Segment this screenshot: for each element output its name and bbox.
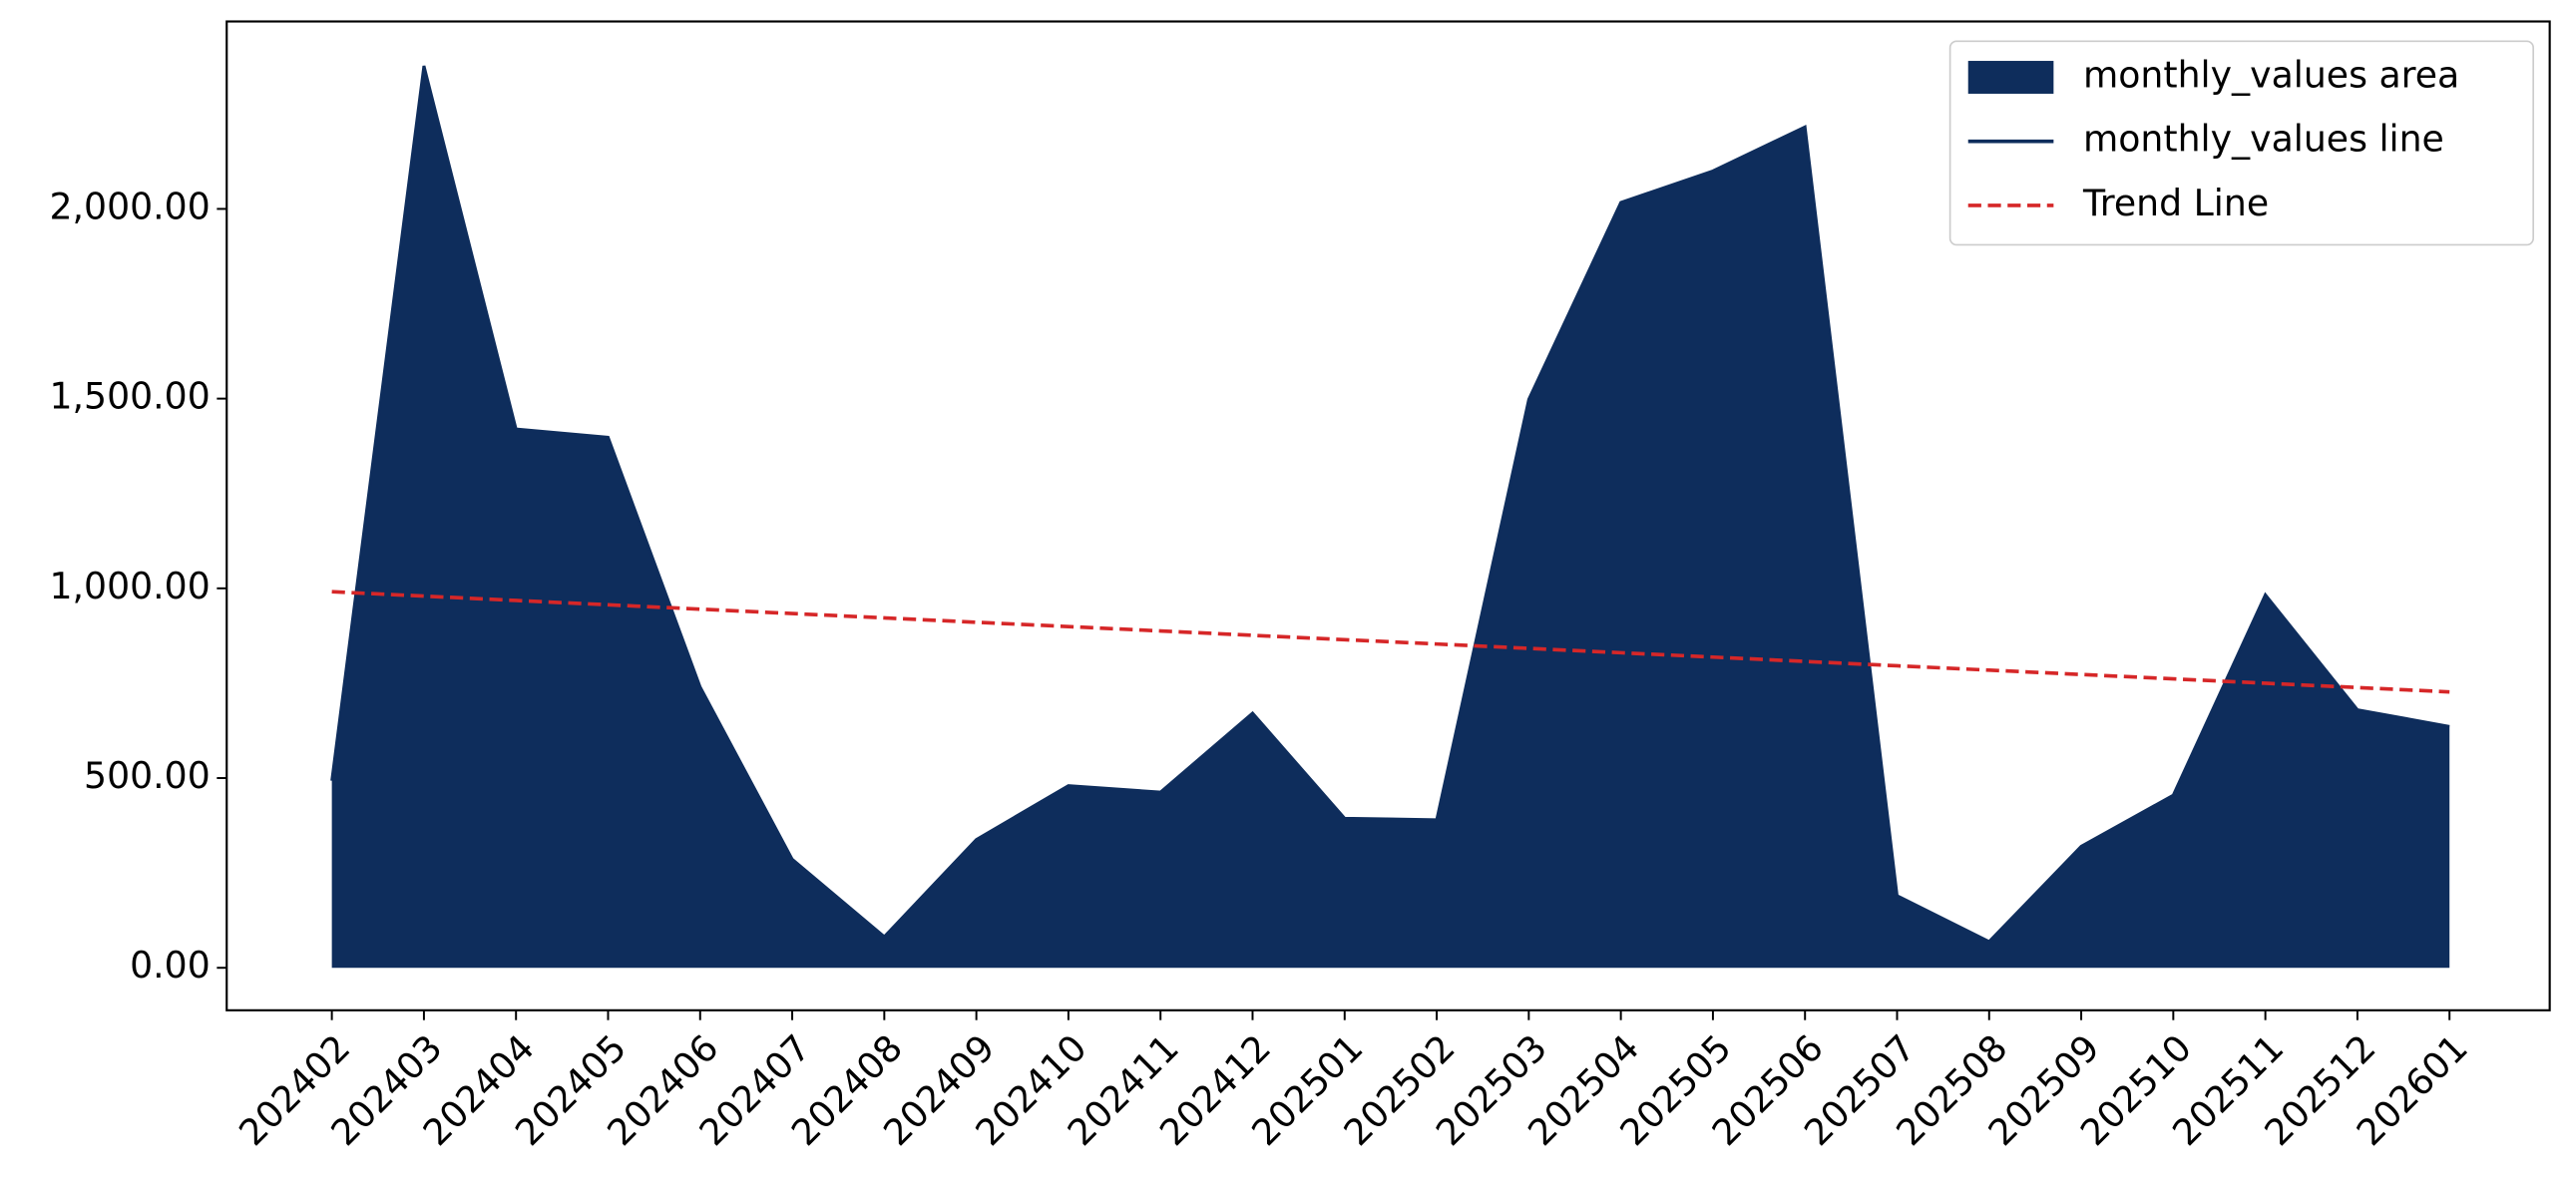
y-tick-label: 1,000.00 xyxy=(49,565,210,607)
legend: monthly_values area monthly_values line Tr… xyxy=(1948,40,2535,246)
trend-line xyxy=(331,590,2450,694)
y-tick-label: 2,000.00 xyxy=(49,185,210,227)
legend-label: Trend Line xyxy=(2082,182,2269,224)
area xyxy=(331,66,2450,969)
legend-label: monthly_values line xyxy=(2083,118,2444,161)
y-tick-label: 500.00 xyxy=(84,754,211,797)
legend-swatch xyxy=(1967,61,2054,94)
y-tick-label: 1,500.00 xyxy=(49,375,210,418)
y-tick-label: 0.00 xyxy=(130,944,211,987)
legend-label: monthly_values area xyxy=(2083,54,2459,97)
plot xyxy=(330,65,2450,969)
line xyxy=(330,65,2450,944)
legend-box xyxy=(1948,40,2535,246)
axes-frame xyxy=(225,20,2551,1011)
